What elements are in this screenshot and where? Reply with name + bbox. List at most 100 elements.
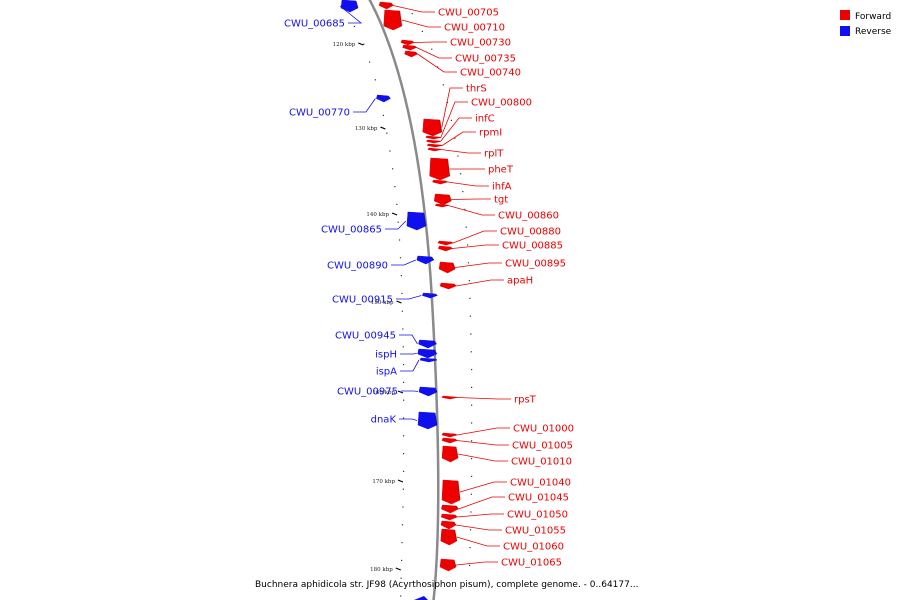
forward-gene-arrow-shade (452, 262, 456, 270)
forward-gene-arrow (426, 139, 441, 144)
leader-line (456, 536, 500, 547)
gene-label[interactable]: CWU_01055 (505, 526, 566, 537)
minor-tick-inner (403, 470, 405, 472)
minor-tick-outer (471, 369, 473, 371)
gene-label[interactable]: dnaK (371, 415, 397, 426)
gene-label[interactable]: CWU_01065 (501, 558, 562, 569)
genome-backbone (368, 0, 440, 600)
minor-tick-inner (400, 595, 402, 597)
leader-line (456, 440, 509, 446)
minor-tick-outer (469, 547, 471, 549)
gene-label[interactable]: CWU_00895 (505, 259, 566, 270)
tick-mark (391, 212, 398, 216)
forward-gene-arrow (438, 261, 456, 274)
gene-label[interactable]: apaH (507, 276, 533, 287)
minor-tick-inner (401, 292, 403, 294)
gene-label[interactable]: CWU_00890 (327, 261, 388, 272)
gene-label[interactable]: CWU_00740 (460, 68, 521, 79)
minor-tick-inner (353, 25, 356, 27)
gene-label[interactable]: CWU_00735 (455, 54, 516, 65)
gene-label[interactable]: CWU_00860 (498, 211, 559, 222)
gene-label[interactable]: CWU_00945 (335, 331, 396, 342)
gene-label[interactable]: CWU_01005 (512, 441, 573, 452)
minor-tick-inner (397, 221, 399, 223)
forward-gene-arrow-shade (445, 180, 448, 183)
forward-gene-arrow (437, 240, 454, 246)
forward-gene-arrow-shade (454, 514, 458, 518)
tick-label: 130 kbp (355, 126, 378, 132)
minor-tick-outer (436, 66, 439, 68)
gene-label[interactable]: CWU_00885 (502, 241, 563, 252)
gene-label[interactable]: CWU_00705 (438, 8, 499, 19)
forward-gene-arrow (437, 245, 453, 252)
reverse-gene-arrow (376, 94, 391, 103)
gene-label[interactable]: CWU_00915 (332, 295, 393, 306)
reverse-gene-arrow-shade (355, 0, 359, 9)
reverse-gene-arrow-shade (431, 256, 435, 261)
forward-gene-arrow-shade (438, 136, 441, 138)
forward-gene-arrow-shade (455, 446, 459, 459)
minor-tick-outer (442, 84, 444, 86)
gene-label[interactable]: CWU_00730 (450, 38, 511, 49)
tick-label: 150 kbp (371, 300, 394, 306)
gene-label[interactable]: CWU_00685 (284, 19, 345, 30)
forward-gene-arrow-shade (415, 51, 418, 55)
gene-label[interactable]: CWU_01050 (507, 510, 568, 521)
minor-tick-inner (392, 168, 394, 170)
gene-label[interactable]: rplT (484, 149, 504, 160)
minor-tick-outer (421, 30, 424, 32)
minor-tick-outer (471, 475, 473, 477)
gene-label[interactable]: thrS (466, 84, 487, 95)
minor-tick-inner (402, 488, 404, 490)
forward-gene-arrow (433, 193, 452, 206)
gene-label[interactable]: infC (475, 114, 495, 125)
tick-label: 140 kbp (366, 212, 389, 218)
major-ticks: 120 kbp 130 kbp 140 kbp 150 kbp 160 kbp 170 k… (333, 42, 404, 573)
minor-tick-inner (400, 577, 402, 579)
gene-label[interactable]: CWU_00800 (471, 98, 532, 109)
leader-line (455, 524, 502, 531)
gene-label[interactable]: pheT (488, 165, 514, 176)
minor-tick-inner (403, 453, 405, 455)
gene-label[interactable]: CWU_00710 (444, 23, 505, 34)
leader-line (440, 117, 472, 142)
leader-line (452, 244, 499, 249)
forward-gene-arrow (441, 479, 461, 505)
minor-tick-outer (468, 280, 470, 282)
leader-line (413, 41, 447, 43)
leader-line (452, 230, 497, 244)
leader-line (455, 262, 502, 268)
gene-label[interactable]: CWU_01000 (513, 424, 574, 435)
gene-label[interactable]: tgt (494, 195, 508, 206)
gene-label[interactable]: rpsT (514, 395, 537, 406)
forward-gene-arrow-shade (399, 10, 403, 27)
gene-label[interactable]: CWU_01045 (508, 493, 569, 504)
reverse-gene-arrow (340, 0, 359, 13)
minor-tick-outer (457, 155, 459, 157)
forward-gene-arrow-shade (438, 148, 442, 150)
tick-mark (380, 126, 386, 130)
leader-line (401, 19, 441, 28)
leader-line (451, 198, 491, 200)
minor-tick-outer (471, 440, 473, 442)
gene-label[interactable]: CWU_00880 (500, 227, 561, 238)
forward-gene-arrow-shade (454, 433, 458, 436)
minor-tick-outer (470, 333, 472, 335)
gene-label[interactable]: CWU_00865 (321, 225, 382, 236)
gene-label[interactable]: CWU_01040 (510, 478, 571, 489)
gene-label[interactable]: rpmI (479, 128, 502, 139)
reverse-gene-arrow (419, 357, 438, 363)
gene-label[interactable]: CWU_01010 (511, 457, 572, 468)
gene-label[interactable]: ispH (375, 350, 397, 361)
forward-gene-arrow (441, 437, 458, 444)
gene-label[interactable]: CWU_00975 (337, 387, 398, 398)
gene-label[interactable]: ispA (376, 367, 397, 378)
minor-tick-inner (402, 346, 404, 348)
forward-gene-arrow (441, 432, 458, 438)
gene-label[interactable]: ihfA (492, 182, 512, 193)
leader-line (447, 181, 489, 187)
forward-gene-arrow-shade (414, 45, 417, 48)
minor-tick-outer (460, 173, 462, 175)
gene-label[interactable]: CWU_00770 (289, 108, 350, 119)
gene-label[interactable]: CWU_01060 (503, 542, 564, 553)
